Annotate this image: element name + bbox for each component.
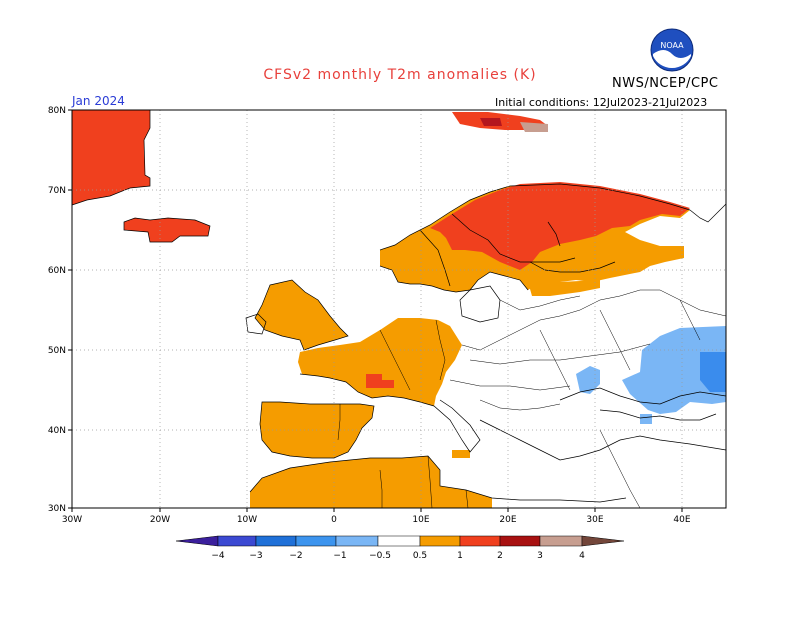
colorbar-label: −0.5 (369, 551, 391, 561)
anomaly-russia-blue-dark (700, 352, 726, 392)
colorbar-swatch (499, 535, 541, 547)
anomaly-ukraine-blue (576, 366, 600, 394)
noaa-logo: NOAA (650, 28, 694, 72)
lon-label: 10W (237, 515, 257, 525)
lon-label: 20W (150, 515, 170, 525)
lat-label: 60N (48, 266, 66, 276)
anomaly-iceland (124, 218, 210, 242)
lat-label: 80N (48, 106, 66, 116)
anomaly-w-europe (298, 318, 462, 406)
borders (337, 289, 727, 509)
anomaly-greenland (72, 110, 150, 205)
lon-label: 30W (62, 515, 82, 525)
colorbar-swatch (335, 535, 379, 547)
colorbar-swatch (295, 535, 337, 547)
colorbar-arrow-left (175, 535, 219, 547)
colorbar-label: 2 (497, 551, 503, 561)
colorbar-label: 3 (537, 551, 543, 561)
map-frame (71, 109, 727, 509)
colorbar-label: 4 (579, 551, 585, 561)
gridlines (72, 110, 726, 508)
colorbar-arrow-right (581, 535, 625, 547)
source-label: NWS/NCEP/CPC (612, 76, 719, 91)
colorbar-swatch (419, 535, 461, 547)
colorbar-label: −2 (289, 551, 302, 561)
map-title: CFSv2 monthly T2m anomalies (K) (263, 67, 537, 83)
anomaly-svalbard-pink (520, 122, 548, 132)
noaa-logo-text: NOAA (660, 41, 684, 50)
lat-label: 30N (48, 504, 66, 514)
lon-axis (71, 508, 683, 512)
anomaly-baltic (528, 280, 600, 296)
lon-label: 20E (499, 515, 516, 525)
colorbar-swatch (539, 535, 583, 547)
anomaly-sicily (452, 450, 470, 458)
lon-label: 30E (586, 515, 603, 525)
anomaly-caucasus-blue (640, 414, 652, 424)
colorbar-label: −4 (211, 551, 225, 561)
colorbar-swatch (217, 535, 257, 547)
colorbar-swatch (459, 535, 501, 547)
lon-label: 10E (412, 515, 429, 525)
colorbar-swatch (377, 535, 421, 547)
colorbar-label: −1 (333, 551, 346, 561)
colorbar-swatch (255, 535, 297, 547)
coastlines (71, 110, 727, 503)
initial-conditions: Initial conditions: 12Jul2023-21Jul2023 (495, 96, 708, 109)
lon-label: 40E (673, 515, 690, 525)
colorbar-label: 1 (457, 551, 463, 561)
anomaly-svalbard-dark (480, 118, 502, 126)
lat-label: 50N (48, 346, 66, 356)
anomaly-uk (255, 280, 348, 350)
colorbar (175, 535, 625, 547)
lat-label: 70N (48, 186, 66, 196)
anomaly-shading (72, 110, 726, 508)
anomaly-n-africa (250, 456, 492, 508)
forecast-month: Jan 2024 (72, 94, 125, 108)
lat-label: 40N (48, 426, 66, 436)
colorbar-label: −3 (249, 551, 262, 561)
colorbar-label: 0.5 (413, 551, 427, 561)
anomaly-france-red (366, 374, 394, 388)
lon-label: 0 (331, 515, 337, 525)
lat-axis (68, 109, 72, 509)
